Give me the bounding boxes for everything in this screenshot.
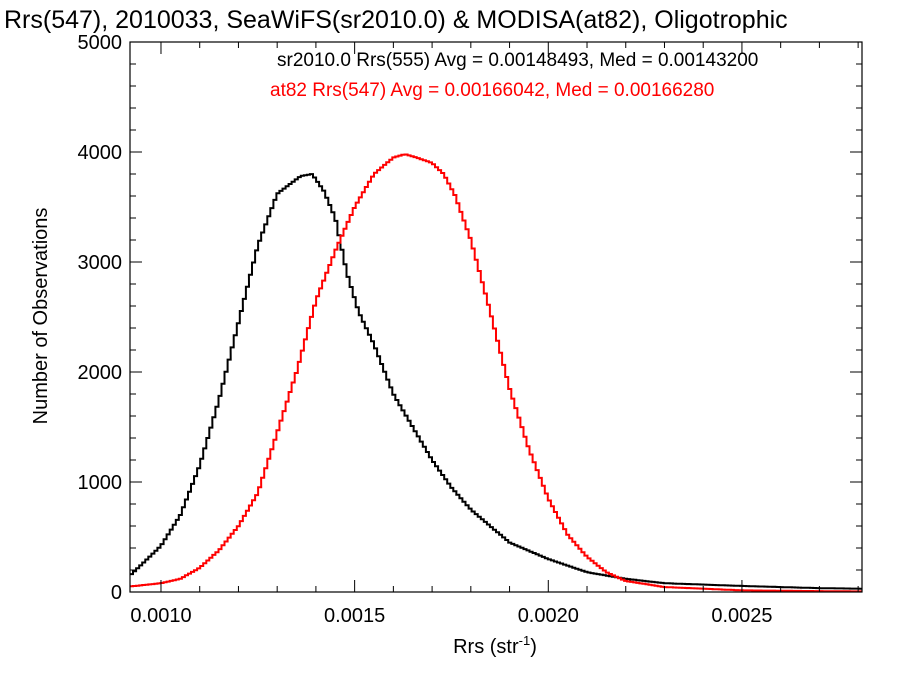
y-tick-label: 0 — [111, 582, 122, 604]
series-line-0 — [130, 173, 862, 590]
series-line-1 — [130, 153, 862, 593]
x-axis-label: Rrs (str-1) — [453, 633, 537, 658]
chart-title: Rrs(547), 2010033, SeaWiFS(sr2010.0) & M… — [4, 6, 788, 34]
annotation-red: at82 Rrs(547) Avg = 0.00166042, Med = 0.… — [270, 80, 714, 101]
x-tick-label: 0.0020 — [518, 605, 579, 627]
x-axis-label-main: Rrs (str — [453, 636, 519, 658]
y-tick-label: 3000 — [78, 252, 123, 274]
y-tick-label: 5000 — [78, 32, 123, 54]
y-tick-label: 2000 — [78, 362, 123, 384]
x-tick-label: 0.0015 — [324, 605, 385, 627]
y-axis-label: Number of Observations — [30, 208, 52, 425]
x-tick-label: 0.0025 — [711, 605, 772, 627]
x-axis-label-close: ) — [530, 636, 537, 658]
annotation-black: sr2010.0 Rrs(555) Avg = 0.00148493, Med … — [277, 50, 758, 71]
y-tick-label: 1000 — [78, 472, 123, 494]
plot-area: 0 1000 2000 3000 4000 5000 0.0010 0.0015 0.0020 0… — [78, 32, 863, 627]
plot-frame — [129, 41, 863, 593]
y-tick-label: 4000 — [78, 142, 123, 164]
x-axis-label-sup: -1 — [519, 633, 531, 648]
x-tick-label: 0.0010 — [130, 605, 191, 627]
